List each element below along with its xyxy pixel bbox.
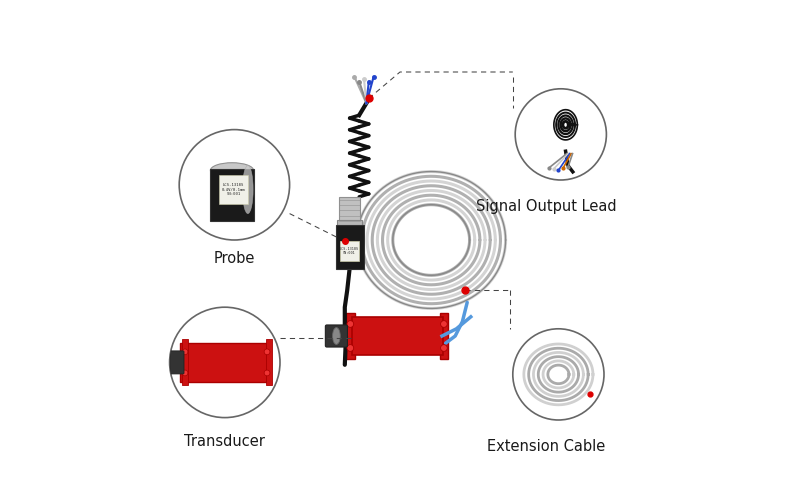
Ellipse shape bbox=[210, 163, 254, 178]
Text: Probe: Probe bbox=[214, 251, 255, 265]
Circle shape bbox=[182, 349, 188, 355]
Circle shape bbox=[513, 329, 604, 420]
Circle shape bbox=[347, 321, 354, 327]
FancyBboxPatch shape bbox=[180, 343, 267, 382]
Circle shape bbox=[347, 345, 354, 351]
Circle shape bbox=[264, 349, 270, 355]
FancyBboxPatch shape bbox=[346, 313, 354, 359]
FancyBboxPatch shape bbox=[326, 325, 347, 347]
Text: Transducer: Transducer bbox=[184, 434, 266, 449]
FancyBboxPatch shape bbox=[337, 220, 362, 229]
FancyBboxPatch shape bbox=[182, 339, 188, 385]
Circle shape bbox=[170, 307, 280, 418]
Text: LCS-1318S
SN:001: LCS-1318S SN:001 bbox=[339, 247, 358, 255]
Text: Signal Output Lead: Signal Output Lead bbox=[476, 199, 617, 214]
FancyBboxPatch shape bbox=[352, 317, 443, 355]
Circle shape bbox=[264, 370, 270, 376]
FancyBboxPatch shape bbox=[339, 197, 360, 223]
Circle shape bbox=[441, 321, 447, 327]
FancyBboxPatch shape bbox=[218, 175, 248, 204]
FancyBboxPatch shape bbox=[341, 241, 358, 261]
Circle shape bbox=[441, 345, 447, 351]
FancyBboxPatch shape bbox=[266, 339, 272, 385]
Ellipse shape bbox=[333, 327, 340, 345]
Ellipse shape bbox=[242, 166, 253, 214]
Circle shape bbox=[179, 130, 290, 240]
FancyBboxPatch shape bbox=[440, 313, 448, 359]
FancyBboxPatch shape bbox=[170, 351, 184, 374]
Circle shape bbox=[182, 370, 188, 376]
FancyBboxPatch shape bbox=[210, 169, 254, 221]
Text: LCS-1318S
0.4V/0.1mm
SN:001: LCS-1318S 0.4V/0.1mm SN:001 bbox=[222, 183, 246, 196]
Circle shape bbox=[515, 89, 606, 180]
Text: Extension Cable: Extension Cable bbox=[487, 439, 606, 454]
FancyBboxPatch shape bbox=[336, 225, 363, 269]
